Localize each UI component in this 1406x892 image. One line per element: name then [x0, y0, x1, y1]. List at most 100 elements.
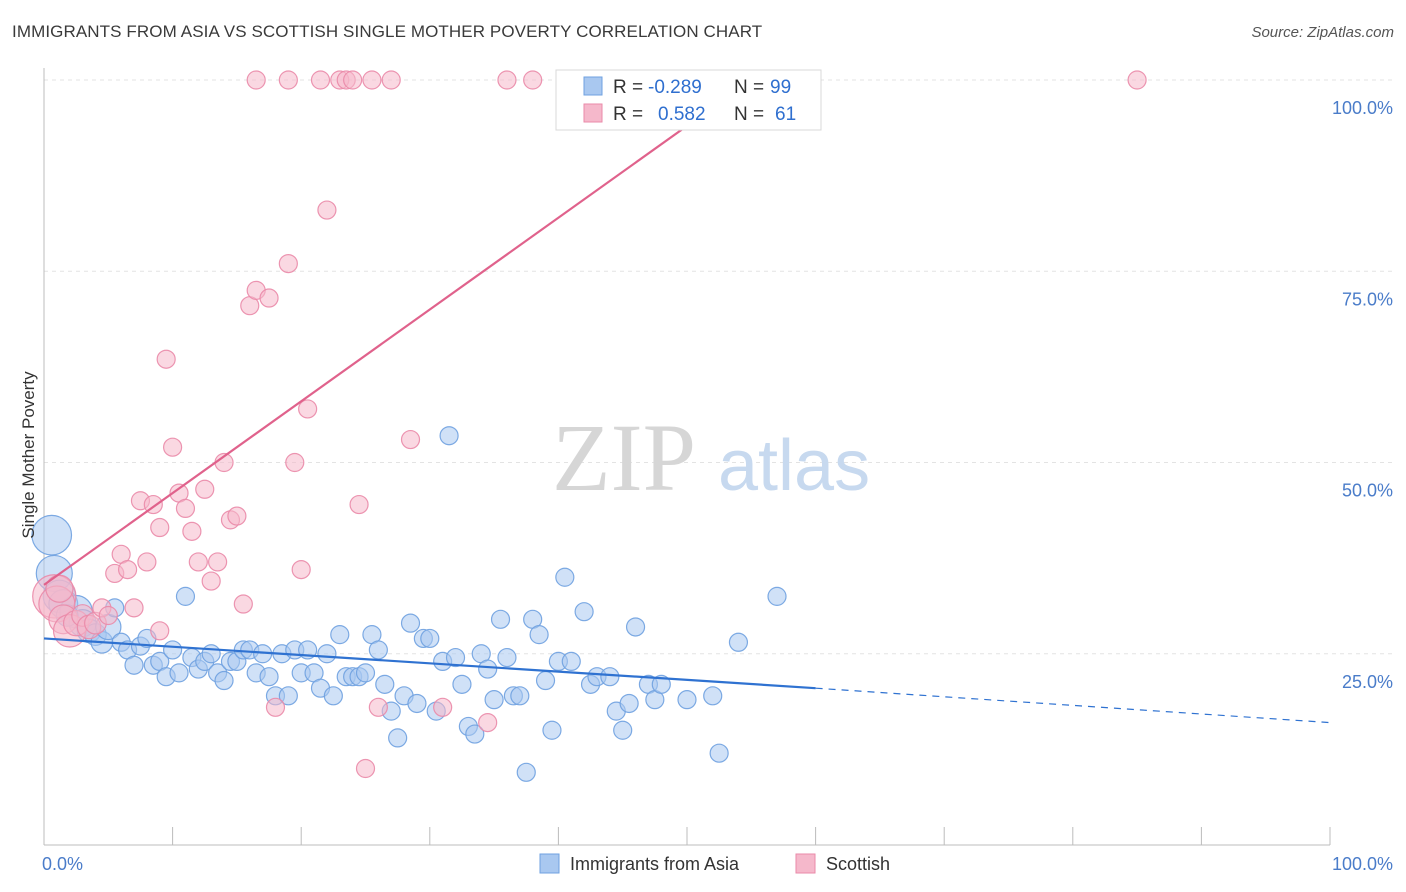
point-asia-27 [214, 670, 234, 691]
point-scottish-33 [259, 288, 279, 308]
point-scottish-25 [201, 571, 221, 591]
point-scottish-51 [343, 70, 363, 90]
point-scottish-18 [156, 349, 176, 369]
series-legend: Immigrants from Asia Scottish [539, 853, 890, 874]
point-asia-78 [542, 720, 562, 740]
point-scottish-13 [124, 598, 144, 618]
point-scottish-47 [278, 70, 298, 90]
tick-labels: 25.0% 50.0% 75.0% 100.0% 0.0% 100.0% [42, 98, 1393, 874]
point-asia-93 [677, 690, 697, 710]
point-asia-92 [651, 674, 671, 694]
point-scottish-48 [310, 70, 331, 90]
legend-n-value-scottish: 61 [775, 104, 796, 125]
point-asia-82 [574, 602, 594, 622]
point-scottish-45 [478, 712, 498, 733]
y-tick-label-1: 50.0% [1342, 481, 1393, 501]
point-asia-76 [529, 625, 549, 645]
point-scottish-19 [163, 437, 183, 457]
point-asia-43 [317, 644, 337, 664]
watermark-zip: ZIP [552, 404, 696, 511]
point-scottish-36 [285, 452, 305, 473]
point-asia-21 [175, 586, 196, 606]
legend-r-label-scottish: R = [613, 104, 643, 125]
point-asia-74 [516, 762, 536, 782]
point-asia-80 [555, 567, 575, 587]
point-asia-0 [31, 514, 73, 556]
trend-line-asia [43, 637, 816, 690]
point-asia-71 [497, 647, 517, 668]
point-asia-63 [445, 647, 466, 668]
legend-r-value-asia: -0.289 [648, 77, 702, 98]
y-tick-label-3: 100.0% [1332, 98, 1393, 118]
point-scottish-12 [117, 559, 138, 580]
point-scottish-53 [381, 70, 401, 90]
point-scottish-30 [233, 594, 253, 614]
point-asia-87 [613, 720, 633, 740]
y-axis-title: Single Mother Poverty [19, 371, 38, 539]
point-asia-73 [510, 686, 530, 706]
x-tick-label-0: 0.0% [42, 854, 83, 874]
point-asia-49 [355, 663, 376, 683]
legend-r-label-asia: R = [613, 77, 643, 98]
point-scottish-44 [433, 697, 453, 717]
chart-title: IMMIGRANTS FROM ASIA VS SCOTTISH SINGLE … [12, 22, 763, 41]
point-asia-57 [407, 693, 427, 714]
point-asia-45 [330, 625, 350, 645]
point-scottish-46 [246, 70, 266, 90]
trend-line-scottish [43, 79, 752, 586]
legend-label-immigrants-from-asia: Immigrants from Asia [570, 854, 740, 874]
point-asia-51 [368, 640, 388, 660]
point-scottish-35 [278, 254, 298, 274]
trend-lines [43, 79, 1331, 724]
y-tick-label-2: 75.0% [1342, 289, 1393, 309]
point-asia-56 [400, 613, 421, 633]
point-asia-20 [169, 663, 189, 683]
watermark-atlas: atlas [718, 426, 870, 506]
point-scottish-39 [317, 200, 337, 220]
point-scottish-23 [188, 552, 208, 572]
point-asia-70 [490, 609, 511, 629]
watermark: ZIP atlas [552, 404, 870, 511]
point-scottish-54 [497, 70, 517, 90]
point-asia-68 [478, 659, 498, 679]
point-asia-52 [375, 674, 395, 694]
point-asia-88 [619, 693, 639, 714]
point-scottish-42 [368, 697, 388, 717]
legend-swatch-asia [583, 76, 603, 96]
point-scottish-40 [349, 494, 369, 515]
source-label: Source: ZipAtlas.com [1251, 24, 1394, 41]
trend-line-extension-asia [815, 687, 1331, 724]
point-asia-34 [259, 667, 279, 687]
point-asia-13 [124, 655, 144, 675]
axes [43, 68, 1331, 846]
y-tick-label-0: 25.0% [1342, 672, 1393, 692]
point-scottish-37 [291, 559, 311, 580]
point-asia-96 [728, 632, 749, 652]
data-points [31, 70, 1147, 782]
legend-label-scottish: Scottish [826, 854, 890, 874]
legend-swatch-scottish [583, 103, 603, 123]
point-asia-66 [465, 724, 485, 744]
point-scottish-9 [98, 605, 118, 626]
legend-swatch-immigrants-from-asia [539, 853, 560, 874]
point-asia-77 [535, 670, 556, 691]
point-asia-19 [163, 640, 183, 660]
point-scottish-38 [298, 399, 318, 419]
point-scottish-17 [150, 517, 170, 538]
point-asia-69 [484, 690, 504, 710]
point-scottish-26 [208, 552, 228, 572]
legend-swatch-scottish-bottom [795, 853, 816, 874]
point-scottish-21 [175, 498, 196, 518]
point-scottish-55 [523, 70, 543, 90]
point-asia-81 [561, 651, 581, 672]
point-scottish-29 [227, 506, 247, 526]
point-asia-37 [278, 686, 298, 706]
legend-n-label-scottish: N = [734, 104, 764, 125]
point-scottish-22 [182, 521, 202, 541]
point-scottish-58 [1127, 70, 1147, 90]
point-scottish-43 [400, 429, 421, 450]
x-tick-label-1: 100.0% [1332, 854, 1393, 874]
point-asia-95 [709, 743, 729, 763]
legend-n-value-asia: 99 [770, 77, 791, 98]
